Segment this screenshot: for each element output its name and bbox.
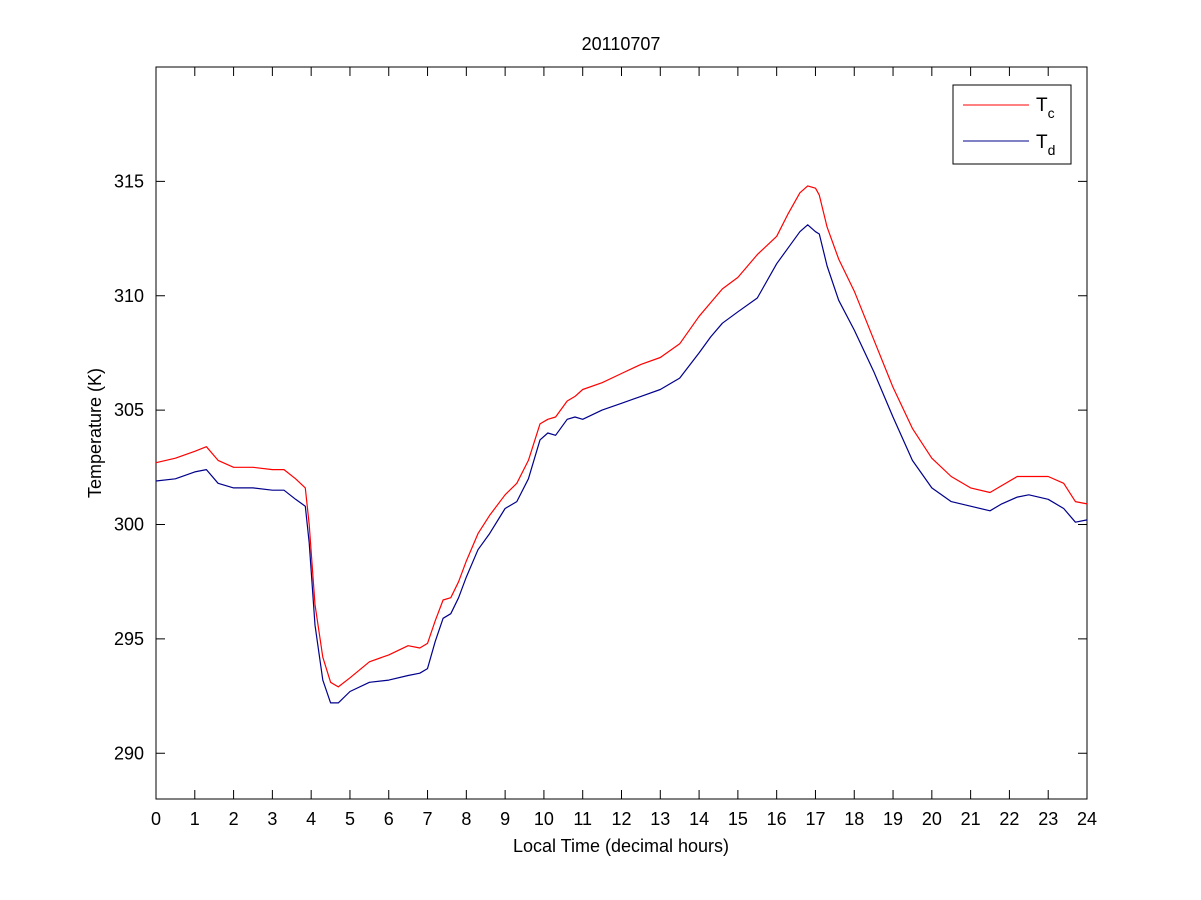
x-tick-label: 6 bbox=[384, 809, 394, 829]
x-tick-label: 3 bbox=[267, 809, 277, 829]
legend-label-tc: Tc bbox=[1036, 95, 1055, 121]
chart-title: 20110707 bbox=[582, 34, 661, 54]
x-tick-label: 8 bbox=[461, 809, 471, 829]
x-tick-label: 20 bbox=[922, 809, 942, 829]
y-tick-label: 295 bbox=[114, 629, 144, 649]
x-tick-label: 18 bbox=[844, 809, 864, 829]
y-tick-label: 300 bbox=[114, 515, 144, 535]
plot-area: 0 1 2 3 4 5 6 7 8 9 10 11 12 13 14 15 16 17 18 19 20 21 22 23 24… bbox=[114, 66, 1097, 829]
x-tick-label: 0 bbox=[151, 809, 161, 829]
x-tick-label: 23 bbox=[1038, 809, 1058, 829]
x-tick-label: 24 bbox=[1077, 809, 1097, 829]
x-tick-label: 19 bbox=[883, 809, 903, 829]
x-tick-label: 1 bbox=[190, 809, 200, 829]
x-tick-label: 14 bbox=[689, 809, 709, 829]
y-tick-label: 315 bbox=[114, 171, 144, 191]
series-lines bbox=[155, 185, 1088, 704]
y-tick-label: 305 bbox=[114, 400, 144, 420]
x-tick-label: 5 bbox=[345, 809, 355, 829]
x-tick-label: 4 bbox=[306, 809, 316, 829]
x-tick-label: 12 bbox=[611, 809, 631, 829]
legend-box bbox=[952, 84, 1072, 165]
y-axis-label: Temperature (K) bbox=[85, 368, 105, 498]
legend-name-td: T bbox=[1036, 132, 1048, 153]
x-tick-label: 22 bbox=[999, 809, 1019, 829]
y-tick-label: 310 bbox=[114, 286, 144, 306]
x-tick-label: 10 bbox=[534, 809, 554, 829]
x-axis: 0 1 2 3 4 5 6 7 8 9 10 11 12 13 14 15 16 17 18 19 20 21 22 23 24 bbox=[151, 67, 1097, 829]
x-axis-label: Local Time (decimal hours) bbox=[513, 836, 729, 856]
x-tick-label: 2 bbox=[229, 809, 239, 829]
legend-name-tc: T bbox=[1036, 95, 1048, 116]
series-line-td bbox=[155, 224, 1088, 704]
y-axis: 290 295 300 305 310 315 bbox=[114, 171, 1087, 763]
y-tick-label: 290 bbox=[114, 743, 144, 763]
legend-label-td: Td bbox=[1036, 132, 1055, 158]
legend: Tc Td bbox=[952, 84, 1072, 165]
legend-subscript-tc: c bbox=[1048, 105, 1055, 121]
x-tick-label: 16 bbox=[767, 809, 787, 829]
x-tick-label: 15 bbox=[728, 809, 748, 829]
x-tick-label: 7 bbox=[423, 809, 433, 829]
x-tick-label: 11 bbox=[573, 809, 592, 829]
x-tick-label: 9 bbox=[500, 809, 510, 829]
axes-box bbox=[155, 66, 1088, 800]
x-tick-label: 17 bbox=[805, 809, 825, 829]
series-line-tc bbox=[155, 185, 1088, 688]
x-tick-label: 21 bbox=[961, 809, 981, 829]
x-tick-label: 13 bbox=[650, 809, 670, 829]
legend-subscript-td: d bbox=[1048, 142, 1056, 158]
